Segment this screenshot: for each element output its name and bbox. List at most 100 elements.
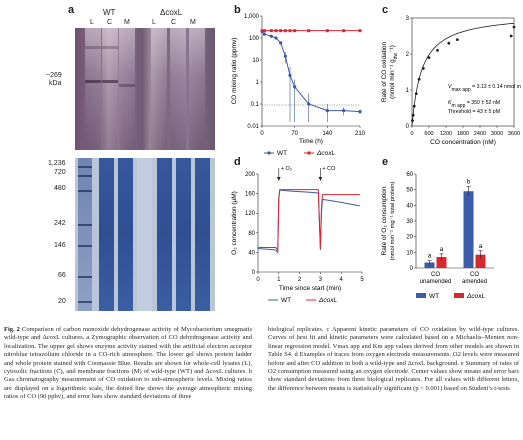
x-tick-label: 2	[298, 277, 302, 283]
size-marker-label: ~269	[46, 72, 62, 79]
y-tick-label: 0.01	[247, 124, 259, 130]
data-point-coxl	[288, 29, 292, 33]
data-point-wt	[262, 32, 266, 36]
data-point-wt	[325, 109, 329, 113]
legend-label-coxl: ΔcoxL	[316, 150, 335, 157]
y-axis-label-line1: Rate of CO oxidation	[381, 41, 388, 102]
data-point-coxl	[342, 29, 346, 33]
bar-coxl	[436, 257, 447, 268]
data-point-wt	[293, 85, 297, 89]
data-point-wt	[274, 36, 278, 40]
x-tick-label: 600	[424, 131, 433, 137]
y-tick-label: 0	[406, 124, 410, 130]
activity-band	[85, 80, 101, 83]
x-axis-label: Time (h)	[299, 138, 323, 145]
gel-coxl-label: ΔcoxL	[160, 8, 183, 17]
x-tick-label: 1	[277, 277, 281, 283]
panel-d-letter: d	[234, 156, 241, 168]
x-tick-label: 210	[355, 131, 366, 137]
x-tick-label: 70	[291, 131, 298, 137]
lane-label: C	[107, 19, 113, 26]
x-tick-label: 1200	[440, 131, 452, 137]
y-tick-label: 40	[406, 203, 413, 209]
data-point-wt	[342, 109, 346, 113]
x-tick-label: 0	[256, 277, 260, 283]
legend-swatch-wt	[416, 293, 426, 298]
data-point	[447, 41, 451, 45]
legend-label-wt: WT	[281, 297, 291, 304]
data-point-coxl	[307, 29, 311, 33]
legend-label-wt: WT	[429, 293, 439, 300]
caption-left-text: Comparison of carbon monoxide dehydrogen…	[4, 326, 252, 401]
km-annotation: Km app = 350 ± 52 nM	[448, 100, 500, 109]
y-axis-label-line2: (nmol min⁻¹ mg⁻¹ total protein)	[390, 181, 396, 260]
y-tick-label: 50	[406, 188, 413, 194]
ladder-marker: 146	[54, 242, 66, 249]
x-tick-label: 140	[322, 131, 333, 137]
y-tick-label: 10	[252, 58, 259, 64]
activity-band	[102, 46, 118, 49]
coomassie-gel	[75, 158, 215, 311]
figure-caption-right: biological replicates. c Apparent kineti…	[268, 326, 519, 393]
data-point-coxl	[358, 29, 362, 33]
category-label-line1: CO	[470, 272, 479, 278]
y-tick-label: 2	[406, 52, 410, 58]
caption-right-text: biological replicates. c Apparent kineti…	[268, 326, 519, 392]
activity-gel	[75, 28, 215, 150]
lane-label: C	[171, 19, 177, 26]
bar-wt	[424, 262, 435, 268]
panel-c-letter: c	[382, 4, 389, 16]
co-addition-arrow-head	[318, 177, 323, 181]
data-point	[411, 119, 414, 122]
category-label-line1: CO	[431, 272, 440, 278]
threshold-annotation: Threshold = 43 ± 5 pM	[448, 109, 500, 115]
activity-band	[102, 80, 118, 83]
data-point-wt	[279, 41, 283, 45]
ladder-marker: 1,236	[48, 160, 66, 167]
figure-label: Fig. 2	[4, 326, 20, 333]
data-point	[417, 77, 421, 81]
data-point-wt	[269, 34, 273, 38]
y-tick-label: 20	[406, 235, 413, 241]
x-axis-label: CO concentration (nM)	[430, 139, 496, 146]
x-tick-label: 4	[340, 277, 344, 283]
x-tick-label: 1800	[457, 131, 469, 137]
o2-addition-arrow-label: + O₂	[281, 166, 292, 172]
trace-wt	[257, 188, 361, 254]
o2-electrode-trace-chart: 0 40 80 120 160 200 0 1 2 3 4 5 + O₂ + CO Time since s…	[231, 166, 364, 304]
panel-b-letter: b	[234, 4, 241, 16]
ladder-marker: 242	[54, 220, 66, 227]
y-tick-label: 1	[406, 88, 410, 94]
y-tick-label: 120	[245, 211, 256, 217]
michaelis-menten-fit	[411, 22, 515, 127]
lane-label: L	[152, 19, 156, 26]
gel-wt-label: WT	[103, 8, 116, 17]
legend-label-coxl: ΔcoxL	[318, 297, 337, 304]
y-tick-label: 0	[252, 270, 256, 276]
significance-letter: b	[467, 179, 471, 186]
y-tick-label: 40	[248, 250, 255, 256]
figure-caption-left: Fig. 2 Comparison of carbon monoxide deh…	[4, 326, 252, 402]
data-point	[455, 38, 459, 41]
x-tick-label: 2400	[474, 131, 486, 137]
data-point-coxl	[293, 29, 297, 33]
data-point-wt	[288, 73, 292, 77]
data-point	[427, 56, 431, 59]
legend-marker-coxl	[307, 151, 311, 155]
ladder-marker: 720	[54, 169, 66, 176]
data-point-coxl	[325, 29, 329, 33]
activity-band	[119, 84, 135, 87]
legend-label-coxl: ΔcoxL	[466, 293, 485, 300]
data-point-coxl	[262, 29, 266, 33]
data-point-coxl	[274, 29, 278, 33]
y-tick-label: 3	[406, 16, 410, 22]
y-tick-label: 80	[248, 231, 255, 237]
panel-a-letter: a	[68, 4, 75, 16]
significance-letter: a	[479, 243, 483, 250]
x-tick-label: 0	[260, 131, 264, 137]
data-point	[411, 113, 415, 117]
y-tick-label: 10	[406, 250, 413, 256]
y-tick-label: 1	[256, 80, 260, 86]
legend-marker-wt	[267, 151, 271, 155]
